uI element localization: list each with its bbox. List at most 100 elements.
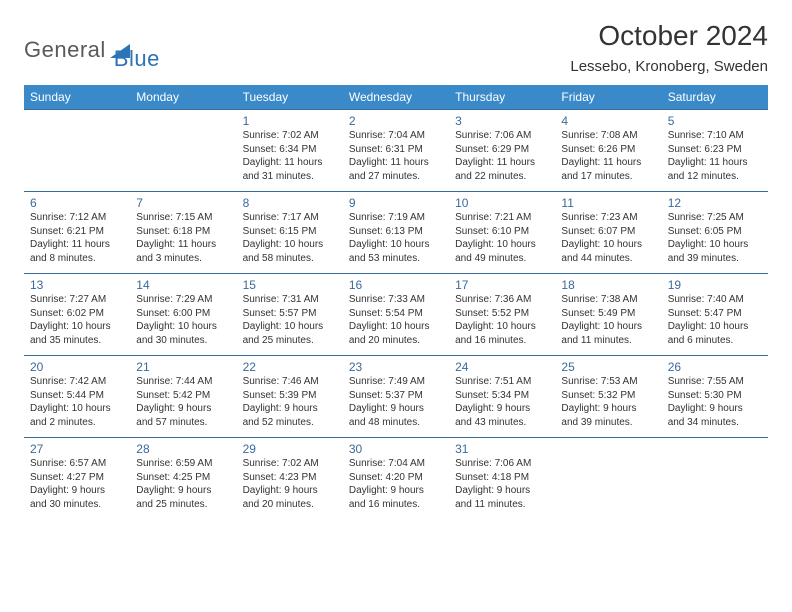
sunrise-line: Sunrise: 7:44 AM bbox=[136, 375, 230, 389]
calendar-day-cell: 26Sunrise: 7:55 AMSunset: 5:30 PMDayligh… bbox=[662, 356, 768, 438]
day-number: 18 bbox=[561, 278, 655, 292]
sunset-line: Sunset: 6:13 PM bbox=[349, 225, 443, 239]
day-number: 5 bbox=[668, 114, 762, 128]
daylight-line: Daylight: 10 hours and 30 minutes. bbox=[136, 320, 230, 347]
calendar-day-cell: 8Sunrise: 7:17 AMSunset: 6:15 PMDaylight… bbox=[237, 192, 343, 274]
logo-text-1: General bbox=[24, 37, 106, 63]
sunset-line: Sunset: 4:25 PM bbox=[136, 471, 230, 485]
daylight-line: Daylight: 10 hours and 58 minutes. bbox=[243, 238, 337, 265]
title-group: October 2024 Lessebo, Kronoberg, Sweden bbox=[570, 20, 768, 75]
daylight-line: Daylight: 9 hours and 39 minutes. bbox=[561, 402, 655, 429]
sunrise-line: Sunrise: 7:29 AM bbox=[136, 293, 230, 307]
sunrise-line: Sunrise: 7:17 AM bbox=[243, 211, 337, 225]
daylight-line: Daylight: 9 hours and 52 minutes. bbox=[243, 402, 337, 429]
calendar-day-cell bbox=[130, 110, 236, 192]
logo: General Blue bbox=[24, 20, 160, 72]
sunset-line: Sunset: 5:54 PM bbox=[349, 307, 443, 321]
daylight-line: Daylight: 10 hours and 35 minutes. bbox=[30, 320, 124, 347]
sunrise-line: Sunrise: 7:31 AM bbox=[243, 293, 337, 307]
day-number: 3 bbox=[455, 114, 549, 128]
calendar-day-cell bbox=[662, 438, 768, 520]
calendar-day-cell: 31Sunrise: 7:06 AMSunset: 4:18 PMDayligh… bbox=[449, 438, 555, 520]
calendar-day-cell: 20Sunrise: 7:42 AMSunset: 5:44 PMDayligh… bbox=[24, 356, 130, 438]
daylight-line: Daylight: 10 hours and 11 minutes. bbox=[561, 320, 655, 347]
sunset-line: Sunset: 6:02 PM bbox=[30, 307, 124, 321]
day-number: 12 bbox=[668, 196, 762, 210]
calendar-week-row: 1Sunrise: 7:02 AMSunset: 6:34 PMDaylight… bbox=[24, 110, 768, 192]
sunrise-line: Sunrise: 7:42 AM bbox=[30, 375, 124, 389]
daylight-line: Daylight: 10 hours and 25 minutes. bbox=[243, 320, 337, 347]
sunset-line: Sunset: 5:34 PM bbox=[455, 389, 549, 403]
sunset-line: Sunset: 6:10 PM bbox=[455, 225, 549, 239]
weekday-header: Tuesday bbox=[237, 85, 343, 110]
sunrise-line: Sunrise: 6:57 AM bbox=[30, 457, 124, 471]
calendar-day-cell: 15Sunrise: 7:31 AMSunset: 5:57 PMDayligh… bbox=[237, 274, 343, 356]
calendar-day-cell: 29Sunrise: 7:02 AMSunset: 4:23 PMDayligh… bbox=[237, 438, 343, 520]
sunset-line: Sunset: 6:31 PM bbox=[349, 143, 443, 157]
day-number: 15 bbox=[243, 278, 337, 292]
sunrise-line: Sunrise: 7:06 AM bbox=[455, 457, 549, 471]
calendar-week-row: 27Sunrise: 6:57 AMSunset: 4:27 PMDayligh… bbox=[24, 438, 768, 520]
calendar-day-cell: 11Sunrise: 7:23 AMSunset: 6:07 PMDayligh… bbox=[555, 192, 661, 274]
calendar-day-cell: 27Sunrise: 6:57 AMSunset: 4:27 PMDayligh… bbox=[24, 438, 130, 520]
calendar-day-cell: 3Sunrise: 7:06 AMSunset: 6:29 PMDaylight… bbox=[449, 110, 555, 192]
sunrise-line: Sunrise: 7:53 AM bbox=[561, 375, 655, 389]
sunset-line: Sunset: 6:15 PM bbox=[243, 225, 337, 239]
location-text: Lessebo, Kronoberg, Sweden bbox=[570, 58, 768, 75]
calendar-day-cell: 14Sunrise: 7:29 AMSunset: 6:00 PMDayligh… bbox=[130, 274, 236, 356]
sunset-line: Sunset: 5:44 PM bbox=[30, 389, 124, 403]
daylight-line: Daylight: 11 hours and 12 minutes. bbox=[668, 156, 762, 183]
daylight-line: Daylight: 11 hours and 22 minutes. bbox=[455, 156, 549, 183]
sunset-line: Sunset: 6:05 PM bbox=[668, 225, 762, 239]
weekday-header: Wednesday bbox=[343, 85, 449, 110]
calendar-day-cell: 9Sunrise: 7:19 AMSunset: 6:13 PMDaylight… bbox=[343, 192, 449, 274]
day-number: 25 bbox=[561, 360, 655, 374]
sunset-line: Sunset: 5:47 PM bbox=[668, 307, 762, 321]
weekday-header: Sunday bbox=[24, 85, 130, 110]
calendar-day-cell: 28Sunrise: 6:59 AMSunset: 4:25 PMDayligh… bbox=[130, 438, 236, 520]
daylight-line: Daylight: 9 hours and 34 minutes. bbox=[668, 402, 762, 429]
weekday-header: Saturday bbox=[662, 85, 768, 110]
day-number: 22 bbox=[243, 360, 337, 374]
sunrise-line: Sunrise: 7:25 AM bbox=[668, 211, 762, 225]
calendar-day-cell: 4Sunrise: 7:08 AMSunset: 6:26 PMDaylight… bbox=[555, 110, 661, 192]
sunrise-line: Sunrise: 7:27 AM bbox=[30, 293, 124, 307]
sunrise-line: Sunrise: 7:02 AM bbox=[243, 457, 337, 471]
calendar-day-cell: 7Sunrise: 7:15 AMSunset: 6:18 PMDaylight… bbox=[130, 192, 236, 274]
sunrise-line: Sunrise: 7:38 AM bbox=[561, 293, 655, 307]
logo-text-2: Blue bbox=[114, 28, 160, 72]
calendar-week-row: 13Sunrise: 7:27 AMSunset: 6:02 PMDayligh… bbox=[24, 274, 768, 356]
day-number: 31 bbox=[455, 442, 549, 456]
calendar-day-cell: 16Sunrise: 7:33 AMSunset: 5:54 PMDayligh… bbox=[343, 274, 449, 356]
daylight-line: Daylight: 11 hours and 3 minutes. bbox=[136, 238, 230, 265]
page-title: October 2024 bbox=[570, 20, 768, 52]
day-number: 17 bbox=[455, 278, 549, 292]
daylight-line: Daylight: 10 hours and 53 minutes. bbox=[349, 238, 443, 265]
calendar-day-cell: 17Sunrise: 7:36 AMSunset: 5:52 PMDayligh… bbox=[449, 274, 555, 356]
calendar-day-cell bbox=[24, 110, 130, 192]
daylight-line: Daylight: 9 hours and 43 minutes. bbox=[455, 402, 549, 429]
sunset-line: Sunset: 5:57 PM bbox=[243, 307, 337, 321]
daylight-line: Daylight: 9 hours and 20 minutes. bbox=[243, 484, 337, 511]
sunset-line: Sunset: 4:27 PM bbox=[30, 471, 124, 485]
calendar-week-row: 6Sunrise: 7:12 AMSunset: 6:21 PMDaylight… bbox=[24, 192, 768, 274]
day-number: 29 bbox=[243, 442, 337, 456]
day-number: 2 bbox=[349, 114, 443, 128]
sunrise-line: Sunrise: 7:10 AM bbox=[668, 129, 762, 143]
sunset-line: Sunset: 6:29 PM bbox=[455, 143, 549, 157]
calendar-day-cell: 24Sunrise: 7:51 AMSunset: 5:34 PMDayligh… bbox=[449, 356, 555, 438]
calendar-body: 1Sunrise: 7:02 AMSunset: 6:34 PMDaylight… bbox=[24, 110, 768, 520]
sunset-line: Sunset: 5:39 PM bbox=[243, 389, 337, 403]
sunrise-line: Sunrise: 7:15 AM bbox=[136, 211, 230, 225]
calendar-day-cell: 6Sunrise: 7:12 AMSunset: 6:21 PMDaylight… bbox=[24, 192, 130, 274]
daylight-line: Daylight: 9 hours and 11 minutes. bbox=[455, 484, 549, 511]
calendar-day-cell: 21Sunrise: 7:44 AMSunset: 5:42 PMDayligh… bbox=[130, 356, 236, 438]
daylight-line: Daylight: 10 hours and 16 minutes. bbox=[455, 320, 549, 347]
sunrise-line: Sunrise: 7:40 AM bbox=[668, 293, 762, 307]
day-number: 26 bbox=[668, 360, 762, 374]
calendar-week-row: 20Sunrise: 7:42 AMSunset: 5:44 PMDayligh… bbox=[24, 356, 768, 438]
calendar-day-cell bbox=[555, 438, 661, 520]
daylight-line: Daylight: 9 hours and 57 minutes. bbox=[136, 402, 230, 429]
sunrise-line: Sunrise: 7:49 AM bbox=[349, 375, 443, 389]
day-number: 10 bbox=[455, 196, 549, 210]
